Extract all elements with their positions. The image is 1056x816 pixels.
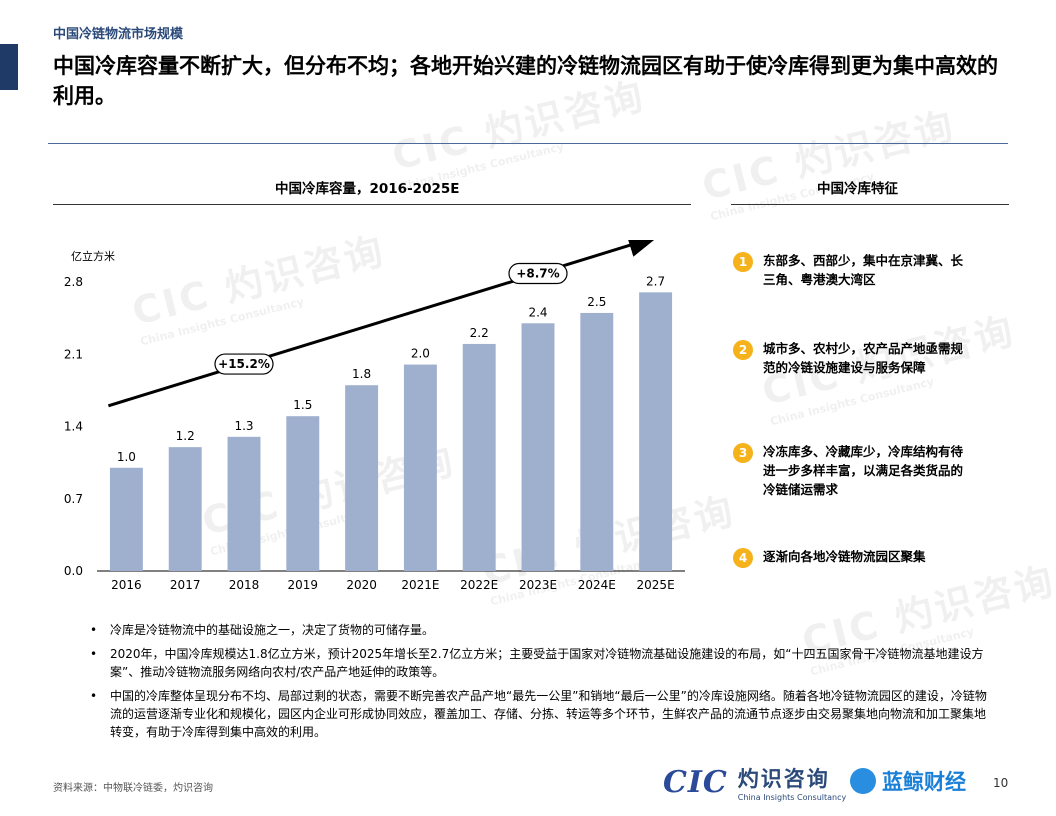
y-axis-label: 亿立方米 xyxy=(71,249,115,263)
cic-logo-english: China Insights Consultancy xyxy=(737,793,847,802)
bar xyxy=(286,416,320,571)
bar-value-label: 1.8 xyxy=(352,367,371,381)
feature-text: 东部多、西部少，集中在京津冀、长三角、粤港澳大湾区 xyxy=(763,253,964,287)
y-tick-label: 0.7 xyxy=(64,492,83,506)
bar-value-label: 2.5 xyxy=(587,295,606,309)
page-number: 10 xyxy=(993,776,1009,790)
bar xyxy=(168,447,202,571)
cic-logo-name: 灼识咨询 xyxy=(737,767,830,791)
feature-item: 4 逐渐向各地冷链物流园区聚集 xyxy=(733,547,973,568)
y-tick-label: 0.0 xyxy=(64,564,83,578)
cic-logo-mark: CIC xyxy=(663,765,728,800)
bar-value-label: 2.7 xyxy=(646,274,665,288)
partner-logo: 蓝鲸财经 xyxy=(850,766,966,796)
feature-number-badge: 4 xyxy=(733,548,753,568)
bar-value-label: 1.2 xyxy=(176,429,195,443)
bar-value-label: 1.3 xyxy=(234,419,253,433)
features-title: 中国冷库特征 xyxy=(817,181,898,197)
y-axis: 0.0 0.7 1.4 2.1 2.8 xyxy=(64,275,83,578)
feature-text: 逐渐向各地冷链物流园区聚集 xyxy=(763,549,926,564)
partner-logo-name: 蓝鲸财经 xyxy=(882,770,966,794)
bar-chart: 亿立方米 0.0 0.7 1.4 2.1 2.8 1.0 2016 1.2 2017 1.3 20… xyxy=(64,240,685,592)
x-tick-label: 2024E xyxy=(578,578,616,592)
growth-rate-badge xyxy=(214,353,274,375)
feature-number-badge: 3 xyxy=(733,443,753,463)
bar-value-label: 2.2 xyxy=(470,326,489,340)
bar xyxy=(462,343,496,571)
growth-rate-label: +15.2% xyxy=(218,357,270,371)
x-tick-label: 2023E xyxy=(519,578,557,592)
growth-annotations: +15.2% +8.7% xyxy=(214,262,568,375)
page-headline: 中国冷库容量不断扩大，但分布不均；各地开始兴建的冷链物流园区有助于使冷库得到更为… xyxy=(53,54,998,108)
bullet-item: 冷库是冷链物流中的基础设施之一，决定了货物的可储存量。 xyxy=(90,621,990,639)
feature-number-badge: 2 xyxy=(733,340,753,360)
y-tick-label: 2.1 xyxy=(64,347,83,361)
bar xyxy=(227,436,261,571)
x-tick-label: 2025E xyxy=(637,578,675,592)
bar xyxy=(345,385,379,571)
bar xyxy=(109,467,143,571)
headline-divider xyxy=(48,143,1008,144)
x-tick-label: 2019 xyxy=(288,578,319,592)
growth-rate-label: +8.7% xyxy=(516,267,559,281)
source-note: 资料来源：中物联冷链委，灼识咨询 xyxy=(53,783,213,794)
bullet-item: 中国的冷库整体呈现分布不均、局部过剩的状态，需要不断完善农产品产地“最先一公里”… xyxy=(90,687,990,741)
bar-value-label: 1.0 xyxy=(117,450,136,464)
chart-title: 中国冷库容量，2016-2025E xyxy=(275,181,460,197)
corner-accent-bar xyxy=(0,44,18,90)
x-tick-label: 2017 xyxy=(170,578,201,592)
x-tick-label: 2018 xyxy=(229,578,260,592)
feature-item: 3 冷冻库多、冷藏库少，冷库结构有待进一步多样丰富，以满足各类货品的冷链储运需求 xyxy=(733,442,973,499)
bullet-notes: 冷库是冷链物流中的基础设施之一，决定了货物的可储存量。 2020年，中国冷库规模… xyxy=(90,621,990,747)
bar-value-label: 2.0 xyxy=(411,347,430,361)
y-tick-label: 1.4 xyxy=(64,420,83,434)
x-tick-label: 2022E xyxy=(460,578,498,592)
cic-logo: CIC 灼识咨询 China Insights Consultancy xyxy=(663,763,846,802)
bar-value-label: 2.4 xyxy=(528,305,547,319)
bars: 1.0 2016 1.2 2017 1.3 2018 1.5 2019 1.8 2020 2.0 20… xyxy=(109,274,675,592)
x-tick-label: 2021E xyxy=(401,578,439,592)
feature-number-badge: 1 xyxy=(733,252,753,272)
bar xyxy=(403,364,437,571)
x-tick-label: 2020 xyxy=(346,578,377,592)
bullet-item: 2020年，中国冷库规模达1.8亿立方米，预计2025年增长至2.7亿立方米；主… xyxy=(90,645,990,681)
chart-title-divider xyxy=(53,204,691,205)
feature-text: 城市多、农村少，农产品产地亟需规范的冷链设施建设与服务保障 xyxy=(763,341,964,375)
feature-text: 冷冻库多、冷藏库少，冷库结构有待进一步多样丰富，以满足各类货品的冷链储运需求 xyxy=(763,444,964,497)
whale-icon xyxy=(850,768,876,794)
bar xyxy=(521,323,555,571)
features-title-divider xyxy=(731,204,1009,205)
x-tick-label: 2016 xyxy=(111,578,142,592)
bar xyxy=(580,312,614,571)
bar xyxy=(639,292,673,571)
bar-value-label: 1.5 xyxy=(293,398,312,412)
growth-rate-badge xyxy=(508,262,568,285)
section-label: 中国冷链物流市场规模 xyxy=(53,27,184,42)
feature-item: 2 城市多、农村少，农产品产地亟需规范的冷链设施建设与服务保障 xyxy=(733,339,973,377)
trend-arrow xyxy=(107,240,659,408)
y-tick-label: 2.8 xyxy=(64,275,83,289)
feature-item: 1 东部多、西部少，集中在京津冀、长三角、粤港澳大湾区 xyxy=(733,251,973,289)
